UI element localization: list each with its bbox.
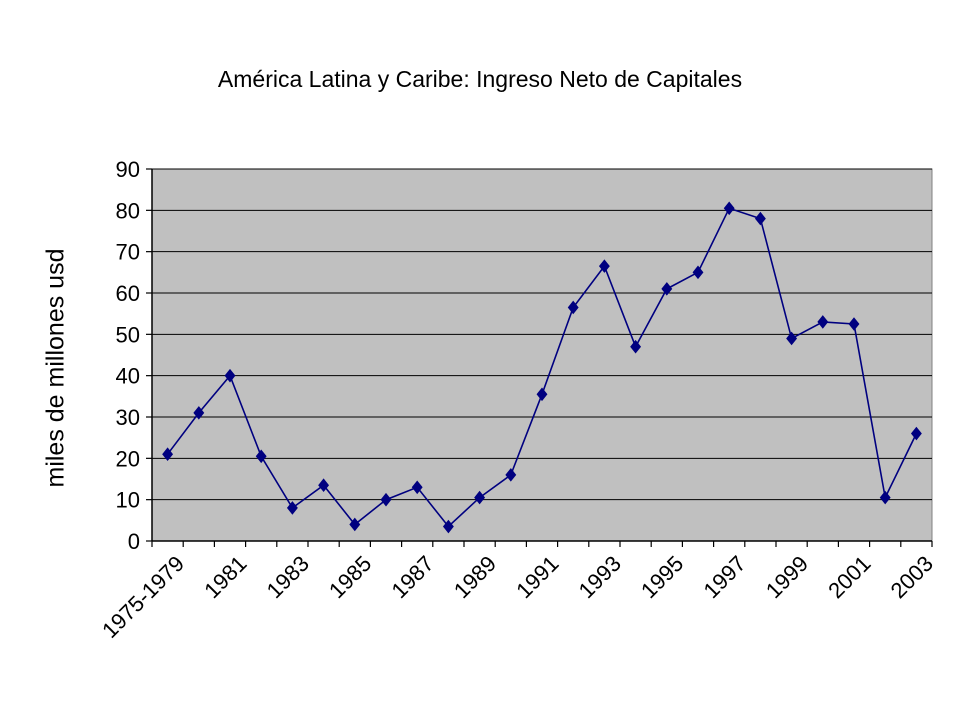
y-tick-label: 50 xyxy=(116,322,140,347)
data-point xyxy=(380,492,392,507)
y-tick-label: 60 xyxy=(116,281,140,306)
data-point xyxy=(162,447,174,462)
x-tick-label: 1983 xyxy=(262,551,314,603)
data-point xyxy=(224,368,236,383)
x-tick-label: 1997 xyxy=(698,551,750,603)
y-tick-label: 90 xyxy=(116,157,140,182)
data-point xyxy=(786,331,798,346)
data-series xyxy=(162,201,922,534)
chart-title: América Latina y Caribe: Ingreso Neto de… xyxy=(217,66,743,92)
y-tick-label: 80 xyxy=(116,198,140,223)
plot-area xyxy=(151,168,933,542)
x-tick-label: 2003 xyxy=(886,551,938,603)
x-tick-label: 2001 xyxy=(823,551,875,603)
x-tick-label: 1989 xyxy=(449,551,501,603)
data-point xyxy=(255,449,267,464)
data-point xyxy=(848,317,860,331)
data-point xyxy=(630,339,642,354)
data-point xyxy=(817,315,829,329)
data-point xyxy=(598,259,610,273)
data-point xyxy=(442,519,454,534)
x-tick-label: 1975-1979 xyxy=(97,551,189,643)
data-point xyxy=(474,490,486,505)
data-point xyxy=(536,387,548,402)
y-tick-label: 70 xyxy=(116,240,140,265)
x-tick-label: 1985 xyxy=(324,551,376,603)
y-tick-label: 10 xyxy=(116,488,140,513)
data-point xyxy=(879,490,891,505)
x-axis-ticks: 1975-1979 1981 1983 1985 1987 1989 1991 1993 199… xyxy=(97,541,938,643)
axes xyxy=(151,169,932,542)
x-tick-label: 1995 xyxy=(636,551,688,603)
x-tick-label: 1999 xyxy=(761,551,813,603)
data-point xyxy=(661,282,673,296)
y-tick-label: 30 xyxy=(116,405,140,430)
data-point xyxy=(723,201,735,216)
x-tick-label: 1981 xyxy=(199,551,251,603)
y-tick-label: 0 xyxy=(128,529,140,554)
data-point xyxy=(411,480,423,495)
data-point xyxy=(286,501,298,515)
gridlines xyxy=(152,168,932,501)
x-tick-label: 1987 xyxy=(386,551,438,603)
y-tick-label: 40 xyxy=(116,364,140,389)
data-point xyxy=(754,211,766,226)
data-point xyxy=(910,426,922,441)
x-tick-label: 1993 xyxy=(574,551,626,603)
x-tick-label: 1991 xyxy=(511,551,563,603)
data-point xyxy=(505,468,517,482)
y-axis-ticks: 0 10 20 30 40 50 60 70 80 90 xyxy=(116,157,152,554)
data-point xyxy=(692,265,704,280)
data-point xyxy=(193,406,205,420)
data-point xyxy=(349,517,361,532)
data-point xyxy=(567,300,579,315)
y-tick-label: 20 xyxy=(116,446,140,471)
data-point xyxy=(318,478,330,493)
